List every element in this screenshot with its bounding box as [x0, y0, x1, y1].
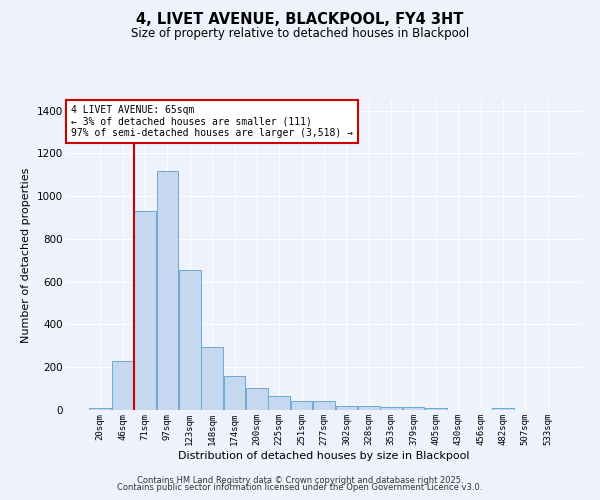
Bar — [134, 211, 156, 410]
Bar — [202, 347, 223, 410]
Bar — [425, 408, 446, 410]
Bar — [291, 402, 313, 410]
Bar — [179, 270, 200, 410]
Bar — [380, 407, 402, 410]
Text: Size of property relative to detached houses in Blackpool: Size of property relative to detached ho… — [131, 28, 469, 40]
Bar — [224, 376, 245, 410]
Bar — [313, 402, 335, 410]
Text: 4 LIVET AVENUE: 65sqm
← 3% of detached houses are smaller (111)
97% of semi-deta: 4 LIVET AVENUE: 65sqm ← 3% of detached h… — [71, 104, 353, 138]
Text: Contains public sector information licensed under the Open Government Licence v3: Contains public sector information licen… — [118, 484, 482, 492]
Bar — [335, 406, 357, 410]
Text: 4, LIVET AVENUE, BLACKPOOL, FY4 3HT: 4, LIVET AVENUE, BLACKPOOL, FY4 3HT — [136, 12, 464, 28]
Bar — [246, 388, 268, 410]
Bar — [268, 396, 290, 410]
Bar — [492, 408, 514, 410]
Bar — [89, 408, 111, 410]
Y-axis label: Number of detached properties: Number of detached properties — [22, 168, 31, 342]
X-axis label: Distribution of detached houses by size in Blackpool: Distribution of detached houses by size … — [178, 450, 470, 460]
Text: Contains HM Land Registry data © Crown copyright and database right 2025.: Contains HM Land Registry data © Crown c… — [137, 476, 463, 485]
Bar — [157, 170, 178, 410]
Bar — [358, 406, 380, 410]
Bar — [112, 361, 134, 410]
Bar — [403, 407, 424, 410]
